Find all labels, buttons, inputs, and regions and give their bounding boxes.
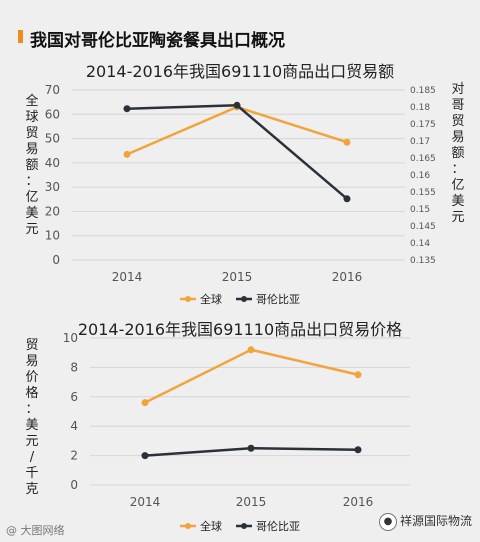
legend-marker-0 xyxy=(185,523,191,529)
y-axis-label: 全球贸易额：亿美元 xyxy=(25,93,38,237)
y2-tick-label: 0.145 xyxy=(410,222,436,232)
y-tick-label: 8 xyxy=(70,360,78,374)
data-point xyxy=(141,452,149,460)
x-tick-label: 2014 xyxy=(112,270,143,284)
y2-tick-label: 0.17 xyxy=(410,137,430,147)
x-tick-label: 2015 xyxy=(236,495,267,509)
brand-name: 祥源国际物流 xyxy=(399,514,472,528)
y-tick-label: 40 xyxy=(45,156,60,170)
chart-title: 2014-2016年我国691110商品出口贸易额 xyxy=(86,62,394,81)
series-line-0 xyxy=(144,348,359,404)
legend-label-1: 哥伦比亚 xyxy=(256,292,300,306)
data-point xyxy=(141,399,149,407)
y-tick-label: 0 xyxy=(70,478,78,492)
x-tick-label: 2014 xyxy=(130,495,161,509)
chart-title: 2014-2016年我国691110商品出口贸易价格 xyxy=(78,320,402,339)
y-tick-label: 10 xyxy=(63,331,78,345)
trade-price-chart: 2014-2016年我国691110商品出口贸易价格 0 2 4 6 8 10 2014 201… xyxy=(6,320,410,537)
data-point xyxy=(354,371,362,379)
y-tick-label: 50 xyxy=(45,132,60,146)
wechat-logo-icon: ● xyxy=(378,512,397,531)
y-tick-label: 60 xyxy=(45,107,60,121)
y2-tick-label: 0.185 xyxy=(410,86,436,96)
page-title: 我国对哥伦比亚陶瓷餐具出口概况 xyxy=(30,31,285,51)
page-header: 我国对哥伦比亚陶瓷餐具出口概况 xyxy=(0,0,480,60)
data-point xyxy=(123,105,131,113)
data-point xyxy=(343,195,351,203)
y-tick-label: 70 xyxy=(45,83,60,97)
legend-marker-1 xyxy=(241,296,247,302)
y-tick-label: 20 xyxy=(45,204,60,218)
legend-label-0: 全球 xyxy=(200,292,222,306)
trade-value-chart: 2014-2016年我国691110商品出口贸易额 0 10 20 30 40 50 60 70… xyxy=(25,62,464,306)
x-tick-label: 2016 xyxy=(332,270,363,284)
header-accent-bar xyxy=(18,30,23,43)
data-point xyxy=(354,446,362,454)
y-tick-label: 10 xyxy=(45,229,60,243)
legend-marker-1 xyxy=(241,523,247,529)
y-tick-label: 2 xyxy=(70,449,78,463)
y2-tick-label: 0.14 xyxy=(410,239,430,249)
x-tick-label: 2015 xyxy=(222,270,253,284)
y-tick-label: 0 xyxy=(52,253,60,267)
y2-tick-label: 0.175 xyxy=(410,120,436,130)
x-tick-label: 2016 xyxy=(343,495,374,509)
y2-tick-label: 0.135 xyxy=(410,256,436,266)
y-tick-label: 30 xyxy=(45,180,60,194)
y2-tick-label: 0.18 xyxy=(410,103,430,113)
y-tick-label: 4 xyxy=(70,419,78,433)
series-line-1 xyxy=(126,104,348,200)
legend-marker-0 xyxy=(185,296,191,302)
data-point xyxy=(123,150,131,158)
data-point xyxy=(343,138,351,146)
y-tick-label: 6 xyxy=(70,390,78,404)
data-point xyxy=(247,444,255,452)
watermark: @ 大图网络 xyxy=(6,523,65,537)
y-axis-label: 贸易价格：美元/千克 xyxy=(25,338,38,497)
legend-label-1: 哥伦比亚 xyxy=(256,519,300,533)
data-point xyxy=(233,101,241,109)
y2-tick-label: 0.165 xyxy=(410,154,436,164)
footer-brand: ● 祥源国际物流 xyxy=(378,512,472,531)
y2-tick-label: 0.155 xyxy=(410,188,436,198)
y2-axis-label: 对哥贸易额：亿美元 xyxy=(451,82,464,225)
data-point xyxy=(247,346,255,354)
legend-label-0: 全球 xyxy=(200,519,222,533)
y2-tick-label: 0.16 xyxy=(410,171,430,181)
y2-tick-label: 0.15 xyxy=(410,205,430,215)
